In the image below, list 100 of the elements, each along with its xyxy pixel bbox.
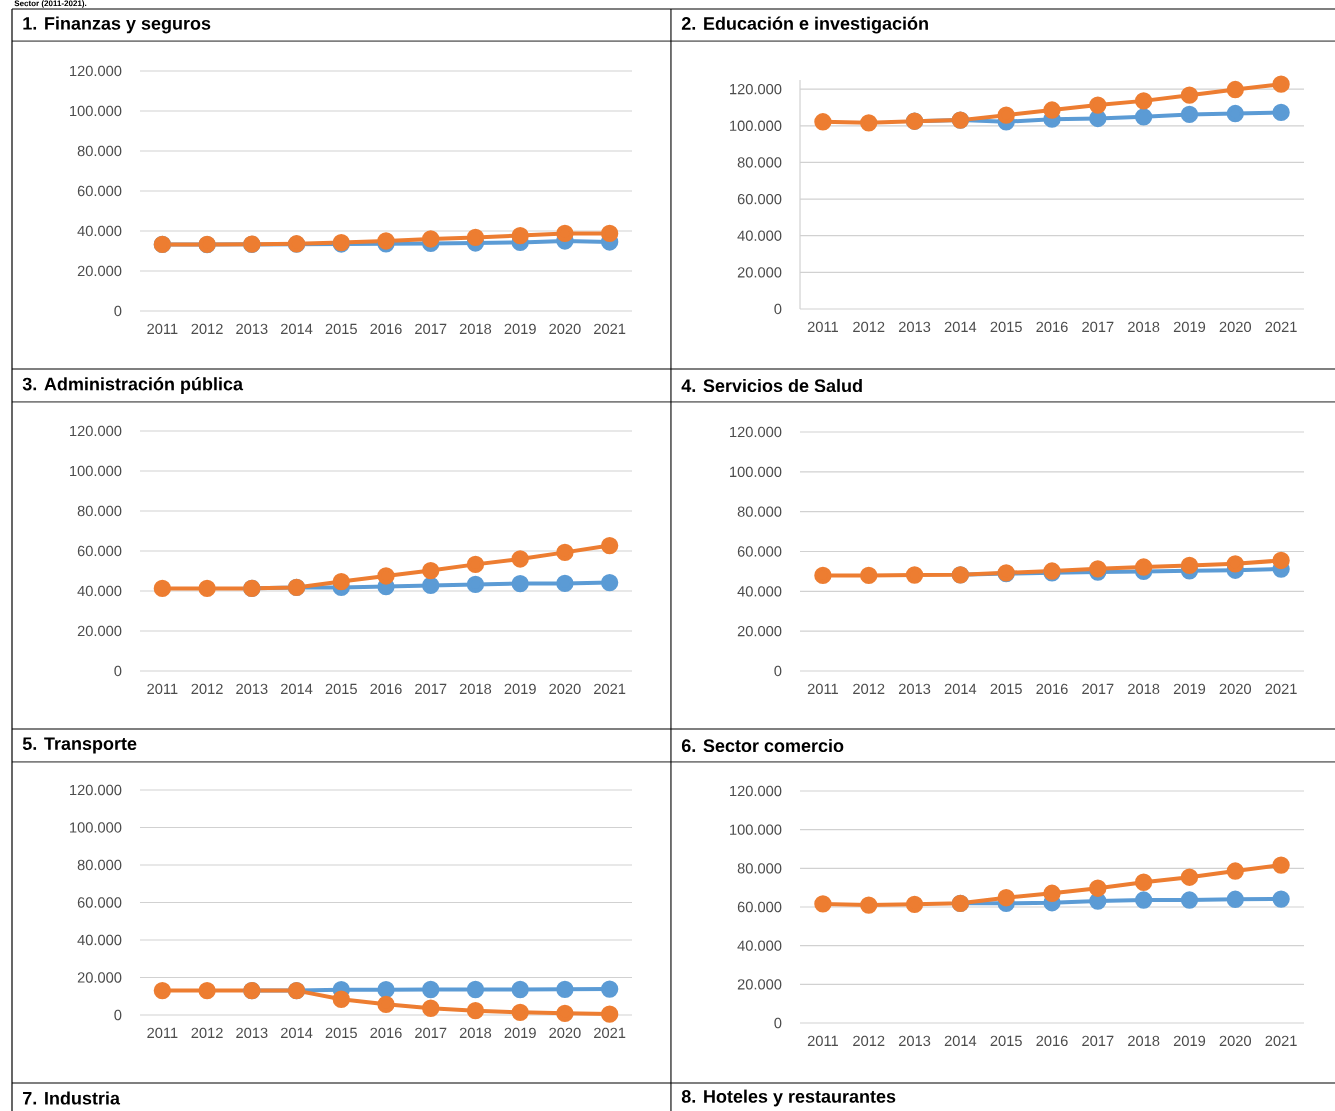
x-tick-label: 2017 [415, 683, 447, 695]
y-tick-label: 60.000 [737, 901, 782, 913]
x-tick-label: 2019 [1173, 1035, 1206, 1047]
y-tick-label: 20.000 [737, 267, 782, 278]
y-tick-label: 40.000 [737, 940, 782, 951]
chart-title: 5. Transporte [22, 737, 137, 754]
y-tick-label: 80.000 [77, 505, 122, 517]
y-tick-label: 0 [774, 1017, 782, 1029]
x-tick-label: 2014 [944, 321, 977, 333]
y-tick-label: 20.000 [77, 972, 122, 983]
x-tick-label: 2020 [549, 1027, 581, 1039]
y-tick-label: 40.000 [737, 230, 782, 241]
y-tick-label: 60.000 [737, 193, 782, 205]
y-tick-label: 20.000 [737, 979, 782, 990]
y-tick-label: 20.000 [737, 625, 782, 637]
y-tick-label: 0 [774, 303, 782, 315]
x-tick-label: 2015 [990, 683, 1022, 695]
y-tick-label: 80.000 [737, 506, 782, 517]
x-tick-label: 2020 [549, 683, 581, 695]
x-tick-label: 2012 [853, 683, 885, 695]
x-tick-label: 2016 [1036, 321, 1068, 333]
chart-title: 3. Administración pública [22, 377, 244, 394]
x-tick-label: 2021 [594, 323, 626, 335]
x-tick-label: 2013 [898, 321, 931, 333]
y-tick-label: 100.000 [730, 120, 782, 131]
x-tick-label: 2020 [1219, 683, 1252, 695]
x-tick-label: 2014 [280, 1027, 313, 1039]
y-tick-label: 120.000 [70, 425, 122, 437]
y-tick-label: 80.000 [77, 859, 122, 871]
x-tick-label: 2015 [325, 683, 357, 695]
y-tick-label: 0 [114, 1009, 122, 1021]
x-tick-label: 2015 [990, 1035, 1022, 1047]
x-tick-label: 2019 [504, 683, 536, 695]
x-tick-label: 2012 [853, 321, 885, 333]
x-tick-label: 2016 [370, 1027, 402, 1039]
x-tick-label: 2015 [325, 1027, 357, 1039]
x-tick-label: 2011 [147, 1027, 178, 1039]
x-tick-label: 2021 [594, 1027, 626, 1039]
x-tick-label: 2018 [1128, 683, 1160, 695]
x-tick-label: 2011 [807, 1035, 838, 1047]
y-tick-label: 120.000 [70, 65, 122, 77]
x-tick-label: 2020 [549, 323, 581, 335]
x-tick-label: 2021 [1265, 321, 1297, 333]
x-tick-label: 2012 [191, 323, 223, 335]
text: 7. Industria [23, 1091, 121, 1105]
x-tick-label: 2012 [853, 1035, 885, 1047]
chart-title: 1. Finanzas y seguros [23, 16, 211, 34]
x-tick-label: 2020 [1219, 321, 1252, 333]
x-tick-label: 2015 [990, 321, 1022, 333]
y-tick-label: 60.000 [77, 545, 122, 557]
x-tick-label: 2021 [1265, 683, 1297, 695]
chart-title: 6. Sector comercio [681, 738, 844, 753]
x-tick-label: 2013 [236, 1027, 268, 1039]
y-tick-label: 120.000 [70, 784, 122, 796]
x-tick-label: 2014 [944, 1035, 977, 1047]
y-tick-label: 60.000 [737, 546, 782, 557]
x-tick-label: 2013 [236, 323, 268, 335]
x-tick-label: 2014 [944, 683, 977, 695]
x-tick-label: 2017 [415, 323, 447, 335]
chart-title: 2. Educación e investigación [681, 16, 928, 34]
x-tick-label: 2021 [1265, 1035, 1297, 1047]
x-tick-label: 2016 [1036, 1035, 1068, 1047]
x-tick-label: 2013 [898, 1035, 931, 1047]
y-tick-label: 0 [774, 665, 782, 677]
y-tick-label: 40.000 [77, 225, 122, 237]
y-tick-label: 100.000 [730, 824, 782, 835]
x-tick-label: 2018 [1128, 1035, 1160, 1047]
x-tick-label: 2017 [1082, 1035, 1114, 1047]
y-tick-label: 40.000 [77, 585, 122, 597]
y-tick-label: 60.000 [77, 185, 122, 197]
x-tick-label: 2015 [325, 323, 357, 335]
x-tick-label: 2014 [280, 323, 313, 335]
y-tick-label: 20.000 [77, 625, 122, 637]
x-tick-label: 2011 [807, 683, 838, 695]
x-tick-label: 2012 [191, 1027, 223, 1039]
x-tick-label: 2018 [459, 1027, 492, 1039]
y-tick-label: 80.000 [77, 145, 122, 157]
y-tick-label: 40.000 [77, 934, 122, 946]
x-tick-label: 2013 [898, 683, 931, 695]
x-tick-label: 2011 [147, 323, 178, 335]
y-tick-label: 120.000 [730, 426, 782, 438]
x-tick-label: 2018 [459, 683, 492, 695]
y-tick-label: 100.000 [70, 465, 122, 477]
x-tick-label: 2016 [370, 683, 402, 695]
y-tick-label: 80.000 [737, 863, 782, 874]
x-tick-label: 2013 [236, 683, 268, 695]
x-tick-label: 2019 [1173, 321, 1206, 333]
x-tick-label: 2014 [280, 683, 313, 695]
y-tick-label: 100.000 [70, 822, 122, 833]
x-tick-label: 2011 [147, 683, 178, 695]
x-tick-label: 2019 [504, 323, 536, 335]
y-tick-label: 20.000 [77, 265, 122, 277]
y-tick-label: 40.000 [737, 586, 782, 597]
y-tick-label: 100.000 [70, 105, 122, 117]
y-tick-label: 0 [114, 665, 122, 677]
y-tick-label: 60.000 [77, 897, 122, 908]
y-tick-label: 120.000 [730, 785, 782, 797]
x-tick-label: 2017 [415, 1027, 447, 1039]
x-tick-label: 2016 [370, 323, 402, 335]
x-tick-label: 2019 [1173, 683, 1206, 695]
